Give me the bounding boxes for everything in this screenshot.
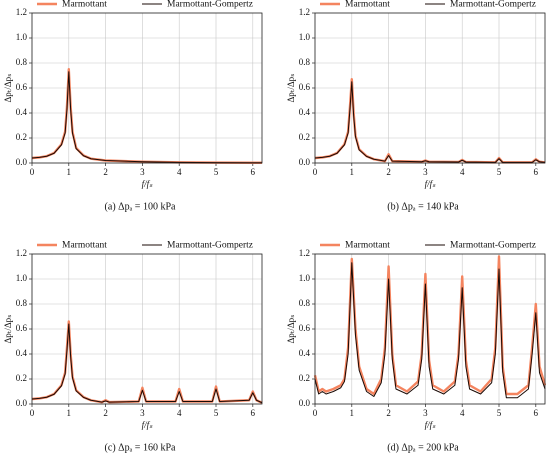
y-tick-label: 1.0 <box>299 32 311 42</box>
y-tick-label: 0.2 <box>16 132 27 142</box>
legend-label: Marmottant <box>62 241 107 251</box>
legend-label: Marmottant <box>62 0 107 10</box>
legend-label: Marmottant <box>345 241 390 251</box>
x-tick-label: 0 <box>30 408 35 418</box>
x-tick-label: 1 <box>350 167 355 177</box>
x-tick-label: 3 <box>140 167 145 177</box>
x-tick-label: 6 <box>534 408 539 418</box>
y-tick-label: 0.6 <box>299 323 311 333</box>
plot-frame <box>31 12 263 164</box>
legend-label: Marmottant-Gompertz <box>167 241 253 251</box>
y-tick-label: 1.0 <box>16 32 28 42</box>
x-axis-label: f/fₛ <box>142 179 154 189</box>
legend-label: Marmottant-Gompertz <box>450 241 536 251</box>
y-tick-label: 1.2 <box>299 7 310 17</box>
y-tick-label: 0.6 <box>16 323 28 333</box>
x-tick-label: 0 <box>313 167 318 177</box>
x-tick-label: 2 <box>386 408 391 418</box>
legend-label: Marmottant-Gompertz <box>450 0 536 10</box>
y-axis-label: Δpₜ/Δpₛ <box>286 73 296 102</box>
y-tick-label: 0.2 <box>299 132 310 142</box>
series-line <box>314 262 546 399</box>
caption: (a) Δpₐ = 100 kPa <box>105 201 176 212</box>
y-tick-label: 0.4 <box>16 107 28 117</box>
x-axis-label: f/fₛ <box>425 420 437 430</box>
y-tick-label: 0.2 <box>299 373 310 383</box>
x-tick-label: 2 <box>103 408 108 418</box>
x-tick-label: 5 <box>214 408 219 418</box>
legend-label: Marmottant <box>345 0 390 10</box>
x-tick-label: 0 <box>30 167 35 177</box>
x-axis-label: f/fₛ <box>142 420 154 430</box>
x-tick-label: 1 <box>67 167 72 177</box>
x-tick-label: 1 <box>350 408 355 418</box>
y-tick-label: 0.0 <box>299 157 311 167</box>
panel: 0.0 0.2 0.4 0.6 0.8 1.0 1.2 0 1 2 3 4 5 6 f/fₛ Δpₜ/Δpₛ (… <box>3 241 263 453</box>
x-tick-label: 4 <box>460 408 465 418</box>
caption: (c) Δpₐ = 160 kPa <box>105 442 176 453</box>
plot-frame <box>31 253 263 405</box>
y-axis-label: Δpₜ/Δpₛ <box>3 73 13 102</box>
x-tick-label: 3 <box>423 167 428 177</box>
y-tick-label: 0.4 <box>16 348 28 358</box>
series-line <box>31 71 262 164</box>
y-axis-label: Δpₜ/Δpₛ <box>3 314 13 343</box>
series-line <box>314 81 546 163</box>
x-tick-label: 2 <box>103 167 108 177</box>
y-tick-label: 1.2 <box>299 248 310 258</box>
y-tick-label: 1.0 <box>299 273 311 283</box>
x-tick-label: 2 <box>386 167 391 177</box>
x-tick-label: 3 <box>140 408 145 418</box>
y-tick-label: 0.4 <box>299 348 311 358</box>
y-tick-label: 1.2 <box>16 7 27 17</box>
x-tick-label: 5 <box>497 408 502 418</box>
y-tick-label: 1.2 <box>16 248 27 258</box>
x-tick-label: 4 <box>460 167 465 177</box>
caption: (b) Δpₐ = 140 kPa <box>387 201 459 212</box>
x-tick-label: 6 <box>251 167 256 177</box>
panel: 0.0 0.2 0.4 0.6 0.8 1.0 1.2 0 1 2 3 4 5 6 f/fₛ Δpₜ/Δpₛ (… <box>3 0 263 212</box>
y-tick-label: 0.8 <box>16 57 28 67</box>
series-line <box>31 323 263 404</box>
y-tick-label: 0.0 <box>16 157 28 167</box>
legend-label: Marmottant-Gompertz <box>167 0 253 10</box>
y-tick-label: 0.8 <box>16 298 28 308</box>
y-tick-label: 0.8 <box>299 57 311 67</box>
y-tick-label: 0.6 <box>299 82 311 92</box>
y-tick-label: 0.0 <box>16 398 28 408</box>
x-tick-label: 6 <box>251 408 256 418</box>
x-tick-label: 4 <box>177 408 182 418</box>
y-tick-label: 0.4 <box>299 107 311 117</box>
x-tick-label: 5 <box>214 167 219 177</box>
x-tick-label: 3 <box>423 408 428 418</box>
x-tick-label: 6 <box>534 167 539 177</box>
y-tick-label: 0.8 <box>299 298 311 308</box>
panel: 0.0 0.2 0.4 0.6 0.8 1.0 1.2 0 1 2 3 4 5 6 f/fₛ Δpₜ/Δpₛ (… <box>286 0 546 212</box>
x-tick-label: 0 <box>313 408 318 418</box>
x-tick-label: 1 <box>67 408 72 418</box>
y-tick-label: 0.0 <box>299 398 311 408</box>
y-tick-label: 0.2 <box>16 373 27 383</box>
x-tick-label: 4 <box>177 167 182 177</box>
plot-frame <box>314 12 546 164</box>
caption: (d) Δpₐ = 200 kPa <box>387 442 459 453</box>
y-tick-label: 1.0 <box>16 273 28 283</box>
panel: 0.0 0.2 0.4 0.6 0.8 1.0 1.2 0 1 2 3 4 5 6 f/fₛ Δpₜ/Δpₛ (… <box>286 241 546 453</box>
y-axis-label: Δpₜ/Δpₛ <box>286 314 296 343</box>
x-tick-label: 5 <box>497 167 502 177</box>
x-axis-label: f/fₛ <box>425 179 437 189</box>
plot-frame <box>314 253 546 405</box>
y-tick-label: 0.6 <box>16 82 28 92</box>
